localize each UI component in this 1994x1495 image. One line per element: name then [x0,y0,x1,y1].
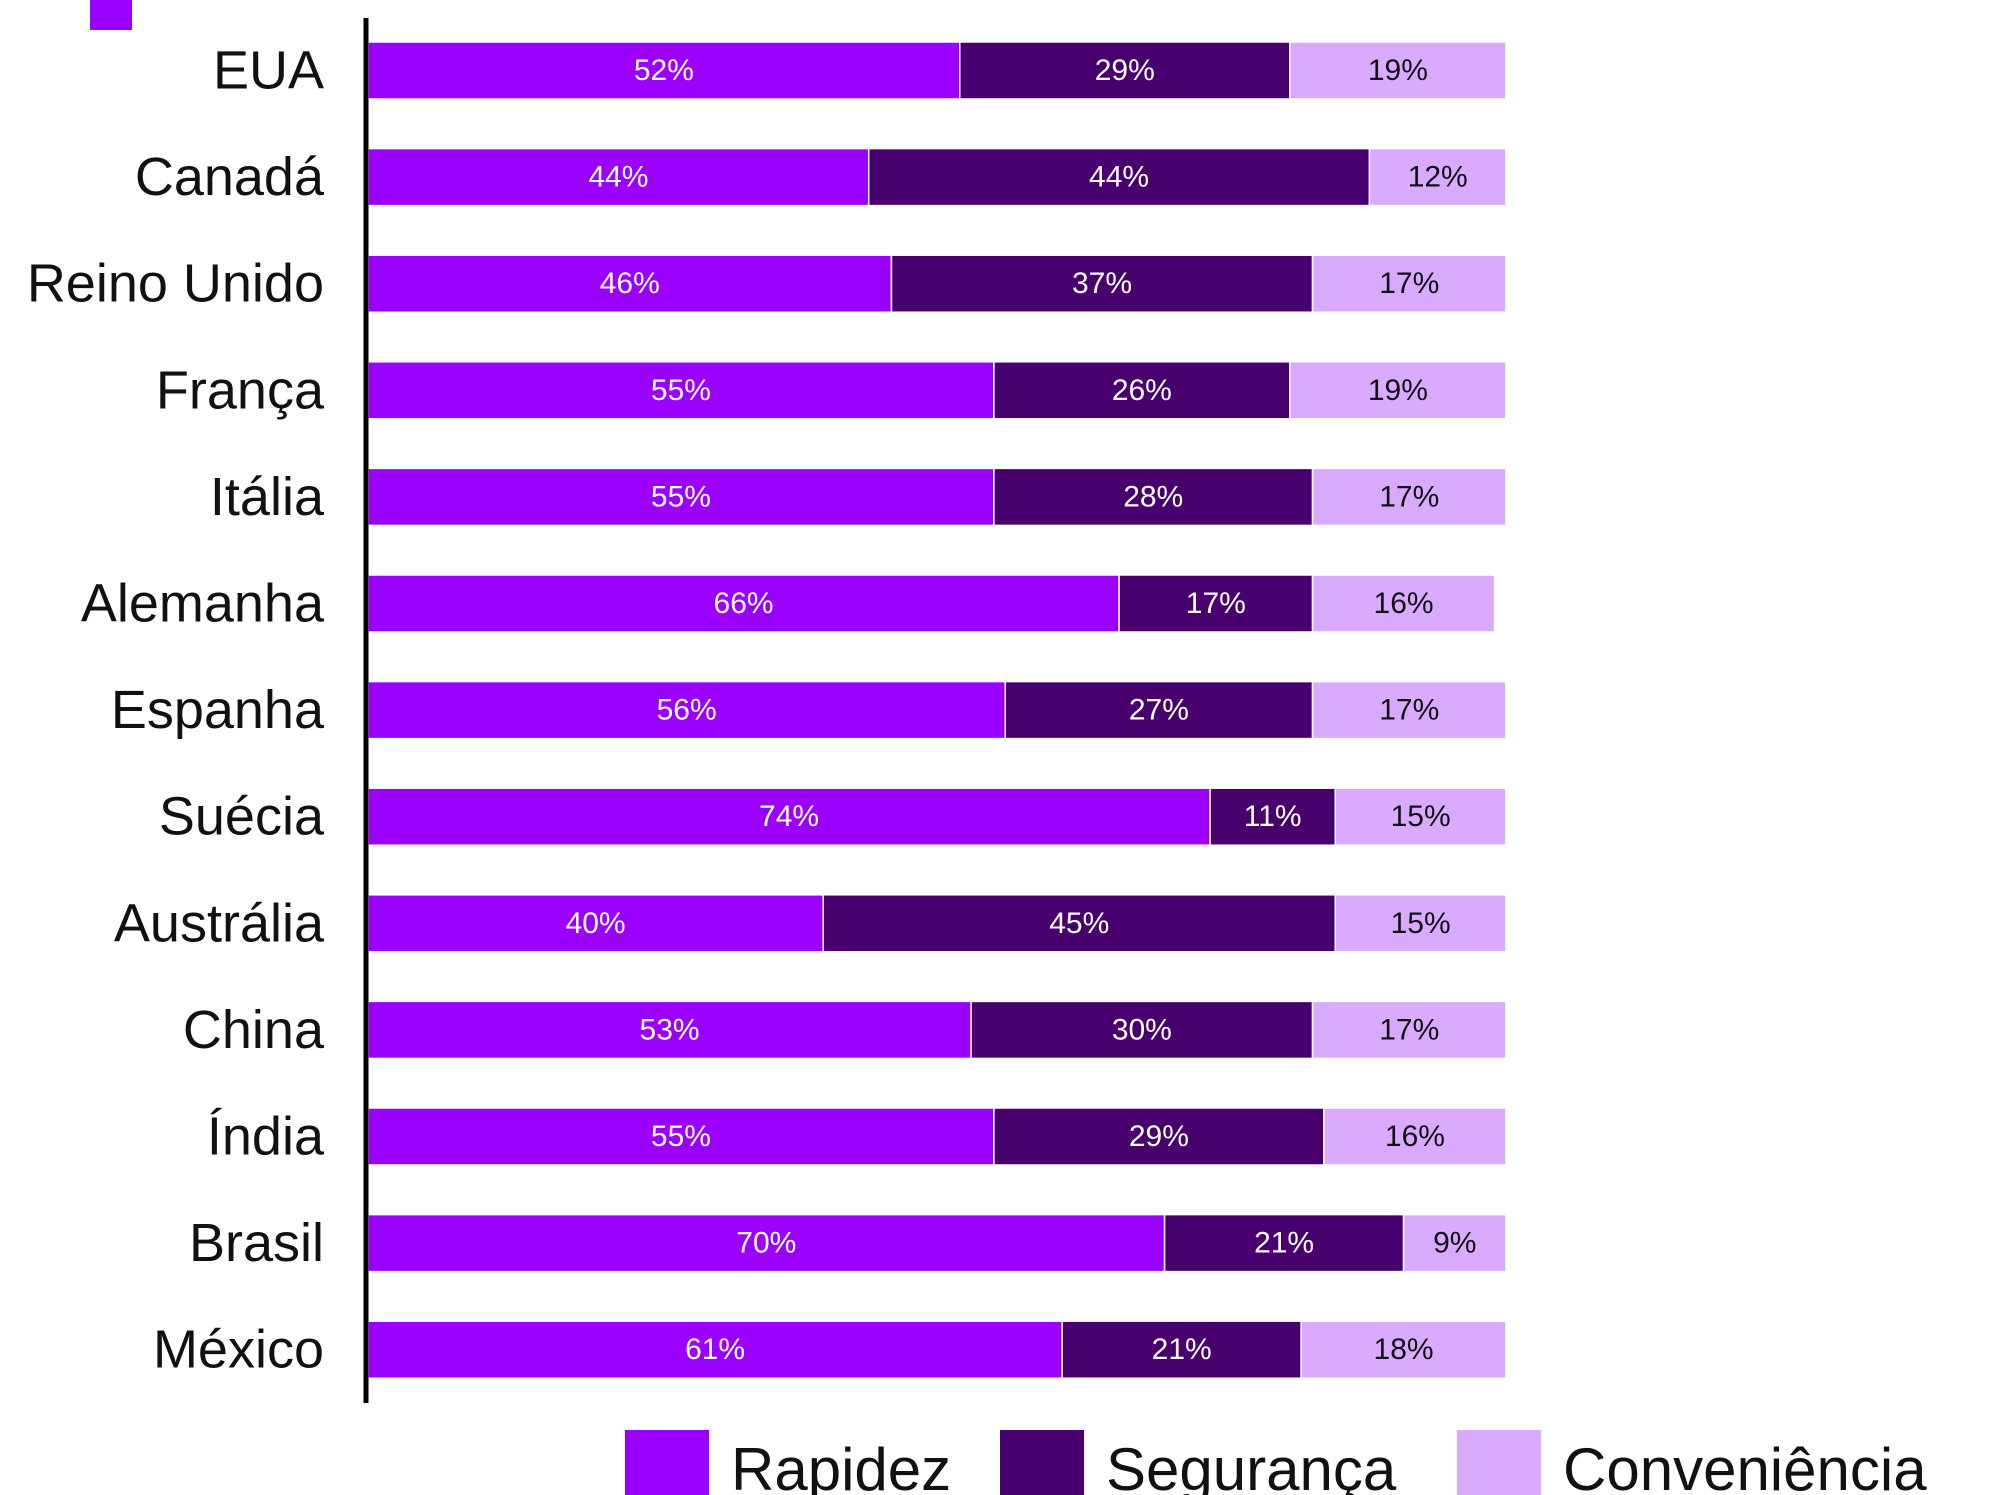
bar-value-label: 55% [651,374,711,407]
bar-value-label: 45% [1049,907,1109,940]
bar-value-label: 70% [736,1227,796,1260]
legend-swatch [625,1430,709,1495]
bar-value-label: 29% [1095,54,1155,87]
bar-value-label: 29% [1129,1120,1189,1153]
bar-value-label: 17% [1379,480,1439,513]
bar-value-label: 44% [1089,161,1149,194]
bar-segment [1311,254,1507,313]
bar-segment [367,680,1007,740]
bar-segment [367,361,995,420]
category-label: Itália [210,467,325,527]
bar-value-label: 17% [1186,587,1246,620]
bar-segment [1163,1213,1405,1273]
bar-value-label: 28% [1123,480,1183,513]
bar-value-label: 37% [1072,267,1132,300]
category-label: Brasil [189,1213,324,1273]
bar-segment [1004,680,1314,740]
category-labels: EUA Canadá Reino Unido França Itália Alemanha… [27,41,325,1380]
bar-value-label: 9% [1433,1227,1476,1260]
bar-segment [1289,361,1507,420]
bar-segment [367,1107,995,1166]
bar-segment [970,1000,1314,1060]
category-label: Índia [207,1107,325,1167]
bar-segment [367,147,870,207]
bar-value-label: 17% [1379,267,1439,300]
legend-label: Rapidez [731,1436,951,1495]
bar-segment [1311,467,1507,527]
bar-segment [959,41,1291,100]
bar-value-label: 55% [651,480,711,513]
bar-segment [1209,787,1337,846]
bar-segment [1311,574,1496,633]
bar-value-label: 74% [759,800,819,833]
bar-segment [1334,787,1507,846]
bar-segment [1311,680,1507,740]
bar-value-label: 46% [600,267,660,300]
bar-segment [367,1320,1063,1379]
bar-value-label: 19% [1368,54,1428,87]
category-label: Espanha [111,680,325,740]
category-label: França [156,360,325,420]
bar-segment [1300,1320,1507,1379]
bar-value-label: 12% [1408,161,1468,194]
bar-segment [1061,1320,1302,1379]
legend-label: Conveniência [1563,1436,1927,1495]
bar-segment [890,254,1314,313]
bar-segment [1323,1107,1507,1166]
bar-segment [367,1000,972,1060]
bar-segment [1402,1213,1507,1273]
legend-swatch [1000,1430,1084,1495]
bar-value-label: 15% [1391,907,1451,940]
bar-segment [1289,41,1507,100]
bar-segment [1311,1000,1507,1060]
bar-segment [367,41,961,100]
bar-value-label: 61% [685,1333,745,1366]
legend: Rapidez Segurança Conveniência [625,1430,1927,1495]
bar-segment [367,894,824,953]
bar-segment [1334,894,1507,953]
bar-value-label: 11% [1244,800,1302,833]
bar-segment [867,147,1371,207]
category-label: Canadá [135,147,325,207]
bar-segment [367,787,1211,846]
category-label: Austrália [114,893,325,953]
bar-value-label: 16% [1385,1120,1445,1153]
bar-value-label: 40% [566,907,626,940]
legend-swatch [1457,1430,1541,1495]
bar-segment [367,254,893,313]
bar-value-label: 27% [1129,694,1189,727]
bar-value-label: 55% [651,1120,711,1153]
bar-value-label: 21% [1152,1333,1212,1366]
category-label: Reino Unido [27,254,324,314]
bar-value-label: 56% [657,694,717,727]
bar-value-label: 21% [1254,1227,1314,1260]
bar-value-label: 44% [588,161,648,194]
bar-segment [1118,574,1314,633]
category-label: México [153,1320,324,1380]
bars-group: 52% 29% 19% 44% 44% 12% 46% 37% 17% 55% 26% 19% 55% 2… [367,41,1507,1379]
bar-value-label: 66% [714,587,774,620]
category-label: EUA [213,41,324,101]
bar-value-label: 52% [634,54,694,87]
bar-segment [367,1213,1166,1273]
bar-value-label: 18% [1374,1333,1434,1366]
category-label: Suécia [159,787,325,847]
category-label: Alemanha [81,574,325,634]
bar-segment [993,467,1314,527]
category-label: China [183,1000,325,1060]
bar-value-label: 15% [1391,800,1451,833]
bar-value-label: 17% [1379,694,1439,727]
bar-value-label: 26% [1112,374,1172,407]
bar-value-label: 16% [1374,587,1434,620]
chart-corner-marker [90,0,132,30]
bar-segment [1368,147,1507,207]
legend-label: Segurança [1106,1436,1397,1495]
bar-value-label: 53% [640,1013,700,1046]
bar-value-label: 19% [1368,374,1428,407]
bar-segment [367,467,995,527]
bar-value-label: 17% [1379,1013,1439,1046]
bar-value-label: 30% [1112,1013,1172,1046]
